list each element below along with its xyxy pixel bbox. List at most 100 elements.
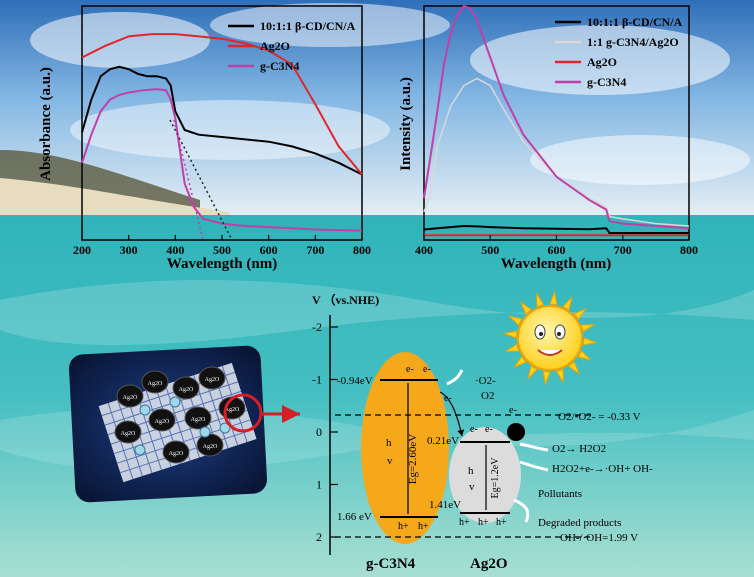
ag2o-particle [114,420,142,444]
ag2o-particle [184,406,212,430]
legend-label: Ag2O [587,55,617,69]
potential-tick-label: 1 [316,478,322,492]
ag2o-particle-label: Ag2O [121,431,136,437]
sun-ray [502,330,518,339]
series-line-0 [81,65,363,176]
intensity-xlabel: Wavelength (nm) [501,256,611,272]
ag2o-particle-label: Ag2O [225,407,240,413]
sun-ray [580,324,596,333]
absorbance-tangent-gcn [173,119,204,241]
ag2o-cb-potential: 0.21eV [427,435,459,447]
electron-transfer-arrow [439,391,465,437]
ag2o-particle-label: Ag2O [169,451,184,457]
band-diagram: V （vs.NHE) -2 -1 0 1 2 e- e- h+ h+ h v Eg=2.… [312,290,653,572]
sun-ray [562,295,573,311]
intensity-chart: 400 500 600 700 800 Wavelength (nm) Intensit… [398,4,698,272]
ag2o-particle [148,408,176,432]
potential-axis-title: V （vs.NHE) [312,292,379,307]
sun-ray [512,355,527,369]
x-tick-label: 400 [415,243,433,257]
x-tick-label: 400 [166,243,184,257]
transfer-electron: e- [444,393,452,404]
ag2o-particle-label: Ag2O [205,377,220,383]
ag2o-particle [116,384,144,408]
ag2o-particle-label: Ag2O [191,417,206,423]
hydroxyl-arrow [519,460,549,472]
ag2o-particle-label: Ag2O [155,419,170,425]
sun-icon [502,290,598,386]
series-line-2 [81,88,363,232]
degraded-label: Degraded products [538,517,621,529]
x-tick-label: 200 [73,243,91,257]
legend-label: g-C3N4 [260,59,299,73]
sun-ray [555,368,564,384]
ag2o-particle [162,440,190,464]
ag2o-photon-h: h [468,465,474,477]
highlight-circle [223,393,263,433]
ag2o-particle [198,366,226,390]
sun-ray [567,361,581,376]
series-line-3 [423,4,690,230]
gcn-hole-2: h+ [418,521,429,532]
h2o2-label: O2→ H2O2 [552,443,606,455]
sun-ray [573,307,588,321]
silver-electron: e- [509,405,517,416]
absorbance-xlabel: Wavelength (nm) [167,256,277,272]
cyclodextrin-particle [219,422,231,434]
absorbance-chart: 200 300 400 500 600 700 800 Wavelength (nm) Ab… [38,5,371,272]
legend-label: g-C3N4 [587,75,626,89]
cyclodextrin-particle [139,404,151,416]
gcn-bandgap-label: Eg=2.60eV [407,434,419,485]
ag2o-vb-potential: 1.41eV [429,499,461,511]
legend-label: 1:1 g-C3N4/Ag2O [587,35,679,49]
series-line-0 [423,224,689,234]
ag2o-hole-3: h+ [496,517,507,528]
x-tick-label: 500 [481,243,499,257]
cyclodextrin-particle [169,396,181,408]
x-tick-label: 600 [260,243,278,257]
silver-nanoparticle [507,423,525,441]
x-tick-label: 700 [306,243,324,257]
potential-tick-label: 0 [316,425,322,439]
pollutants-label: Pollutants [538,488,582,500]
ag2o-particle-label: Ag2O [203,444,218,450]
ag2o-bandgap-label: Eg=1.2eV [490,457,501,499]
gcn-electron-2: e- [423,364,431,375]
x-tick-label: 800 [680,243,698,257]
gcn-name: g-C3N4 [366,556,416,572]
ag2o-band-ellipse [449,427,521,523]
sun-ray [507,315,523,326]
ag2o-particle-label: Ag2O [148,381,163,387]
x-tick-label: 700 [614,243,632,257]
absorbance-ylabel: Absorbance (a.u.) [38,67,54,181]
hydroxyl-label: H2O2+e-→·OH+ OH- [552,463,653,475]
x-tick-label: 800 [353,243,371,257]
gcn-photon-v: v [387,455,393,467]
ag2o-photon-v: v [469,481,475,493]
x-tick-label: 300 [120,243,138,257]
series-line-1 [81,33,363,176]
legend-label: 10:1:1 β-CD/CN/A [260,19,356,33]
ag2o-particle [141,370,169,394]
sun-ray [519,300,533,315]
gcn-vb-potential: 1.66 eV [337,511,372,523]
hydroxyl-redox-label: OH-/·OH=1.99 V [560,532,638,544]
ag2o-electron-2: e- [485,424,493,435]
ag2o-hole-2: h+ [478,517,489,528]
oxygen-label: O2 [481,390,494,402]
composite-illustration: Ag2O Ag2O Ag2O Ag2O Ag2O Ag2O Ag2O Ag2O Ag2O Ag2O [68,345,300,503]
superoxide-redox-label: O2/•O2- = -0.33 V [558,411,641,423]
superoxide-label: ·O2- [475,375,496,387]
x-tick-label: 500 [213,243,231,257]
legend-label: Ag2O [260,39,290,53]
potential-tick-label: -1 [312,373,322,387]
gcn-cb-potential: -0.94eV [337,375,373,387]
potential-tick-label: 2 [316,530,322,544]
h2o2-arrow [519,442,549,452]
sun-ray [542,370,551,386]
ag2o-electron-1: e- [470,424,478,435]
cyclodextrin-particle [134,444,146,456]
gcn-band-ellipse [361,352,449,544]
